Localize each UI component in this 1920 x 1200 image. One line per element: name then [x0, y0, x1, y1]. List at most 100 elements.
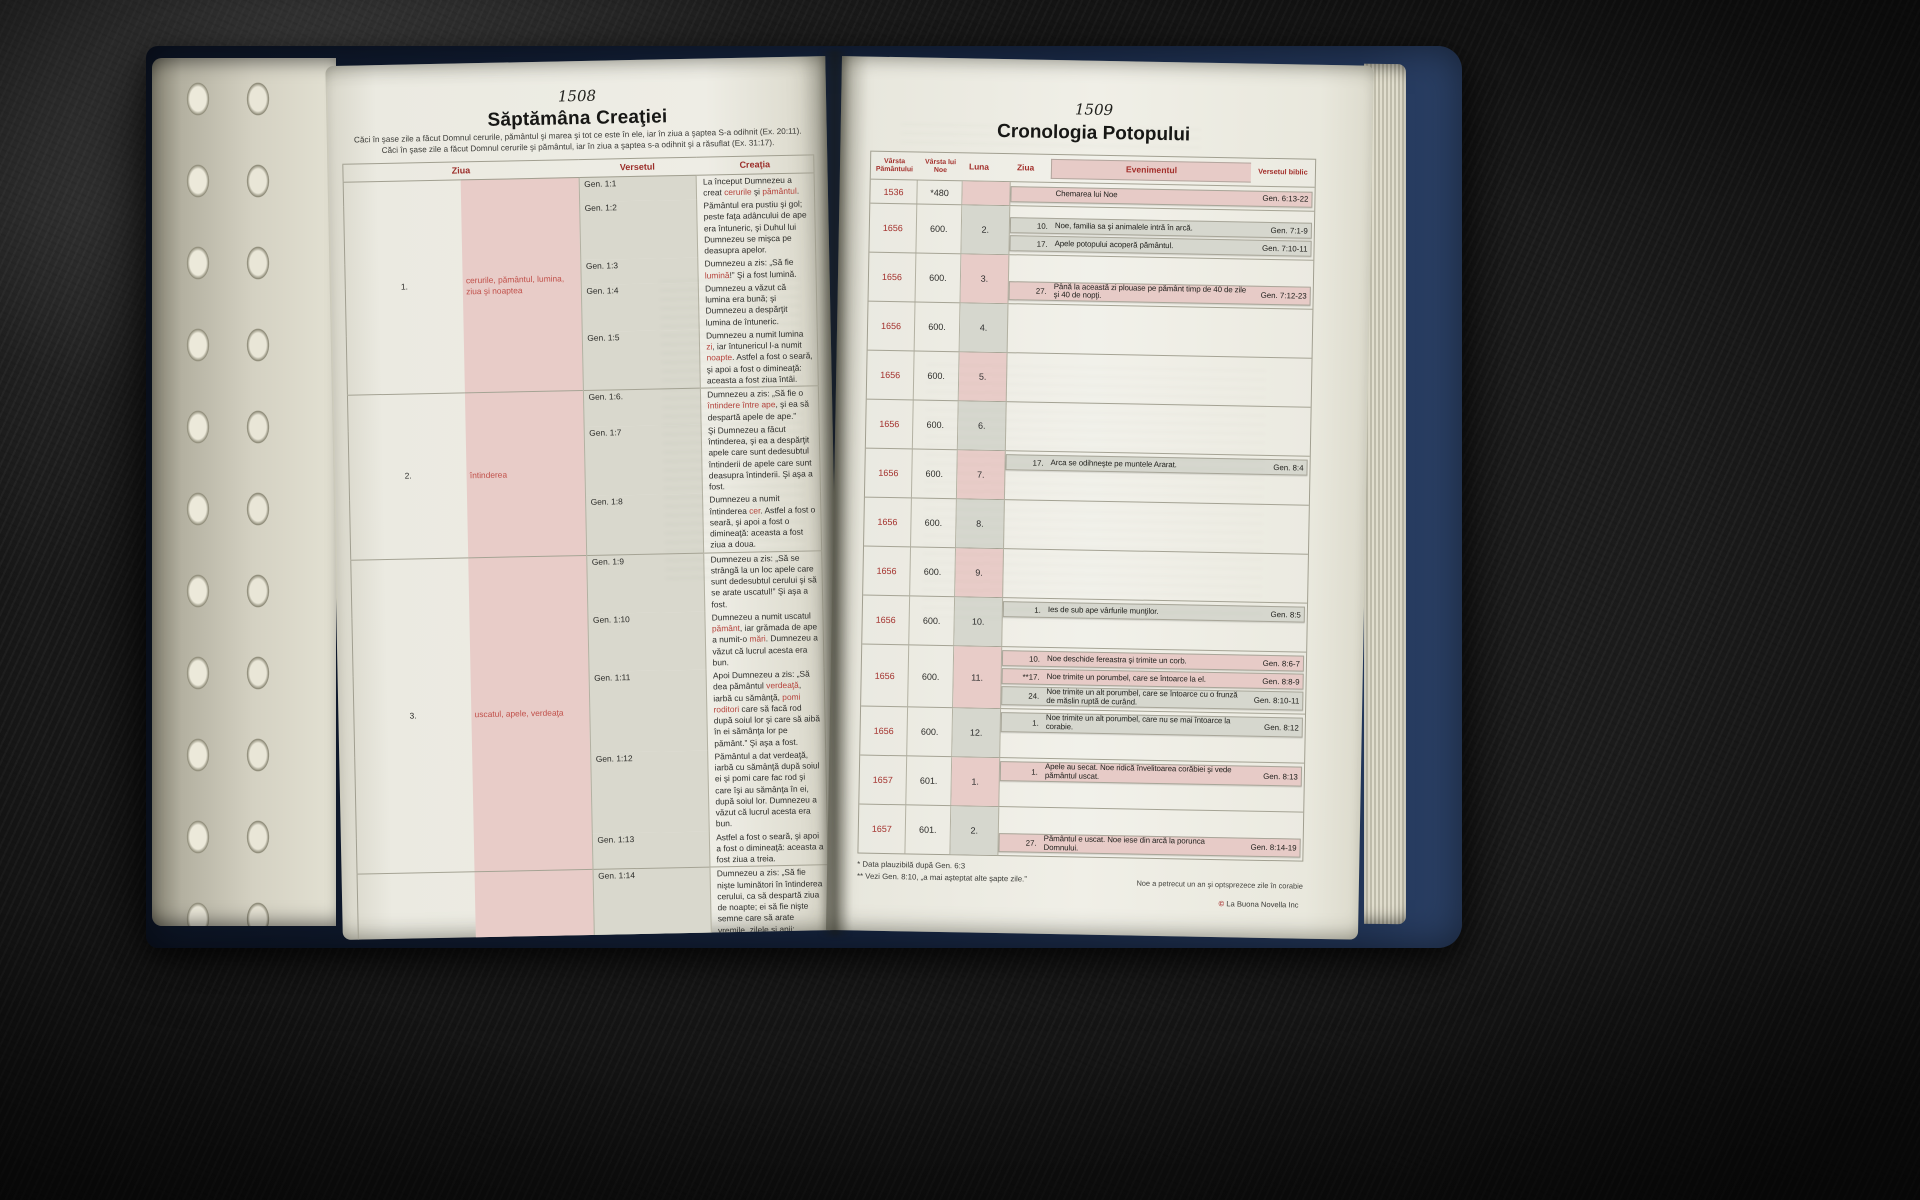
earth-age-cell: 1656: [868, 252, 917, 302]
noah-age-cell: 600.: [913, 351, 960, 401]
verse-text: Şi Dumnezeu a făcut întinderea, şi ea a …: [707, 423, 813, 492]
event-day: 1.: [1034, 605, 1041, 615]
day-label: soarele, luna, stelele: [474, 869, 600, 940]
verse-text: Apoi Dumnezeu a zis: „Să dea pământul ve…: [712, 668, 821, 749]
events-cell: [1004, 500, 1309, 554]
event-day: 27.: [1035, 286, 1047, 296]
highlighted-word: zi: [706, 341, 713, 352]
events-cell: 27. Pământul e uscat. Noe iese din arcă l…: [998, 807, 1303, 861]
noah-age-cell: 600.: [910, 547, 957, 597]
event-verse-ref: Gen. 7:10-11: [1261, 243, 1308, 254]
column-header-earth-age: Vârsta Pământului: [875, 157, 914, 173]
verse-text: Astfel a fost o seară, şi apoi a fost o …: [716, 830, 824, 865]
verse-ref: Gen. 1:4: [580, 282, 700, 332]
earth-age-cell: 1656: [864, 448, 913, 498]
flood-row: 1656 600. 10. 1. Ies de sub ape vârfurile mu…: [862, 594, 1308, 652]
flood-row: 1656 600. 2. 10. Noe, familia sa şi animalel…: [869, 202, 1315, 260]
ark-duration-note: Noe a petrecut un an şi optsprezece zile…: [1136, 878, 1303, 891]
noah-age-cell: 600.: [914, 302, 961, 352]
event-band: 17. Apele potopului acoperă pământul. Gen.…: [1009, 235, 1312, 257]
event-verse-ref: Gen. 8:6-7: [1262, 658, 1301, 669]
flood-row: 1657 601. 2. 27. Pământul e uscat. Noe iese …: [858, 803, 1304, 862]
event-day: 10.: [1036, 221, 1049, 231]
event-band: 27. Până la această zi plouase pe pământ …: [1008, 280, 1311, 306]
event-text: Pământul e uscat. Noe iese din arcă la p…: [1043, 833, 1205, 853]
events-cell: 10. Noe deschide fereastra şi trimite un …: [1001, 647, 1306, 714]
month-cell: [962, 181, 1011, 206]
noah-age-cell: 600.: [911, 449, 958, 499]
month-cell: 6.: [957, 401, 1007, 451]
event-verse-ref: Gen. 8:13: [1263, 771, 1298, 782]
event-verse-ref: Gen. 8:12: [1264, 722, 1299, 733]
noah-age-cell: 600.: [907, 707, 954, 757]
column-header-evenimentul: Evenimentul: [1050, 158, 1252, 183]
verse-text: Dumnezeu a numit lumina zi, iar întuneri…: [705, 328, 813, 386]
verse-ref: Gen. 1:2: [579, 199, 699, 261]
day-number: 4.: [357, 872, 482, 940]
month-cell: 2.: [950, 806, 1000, 856]
highlighted-word: pământ: [711, 623, 740, 634]
events-cell: [1003, 549, 1308, 603]
footnotes: * Data plauzibilă după Gen. 6:3 ** Vezi …: [857, 859, 1027, 885]
flood-row: 1656 600. 4.: [867, 300, 1313, 358]
event-day: 17.: [1032, 458, 1044, 468]
month-cell: 9.: [955, 548, 1005, 598]
page-edges-left-thumb-index: [152, 58, 336, 926]
verse-ref: Gen. 1:14: [592, 867, 712, 940]
event-day: **17.: [1022, 671, 1040, 682]
noah-age-cell: 600.: [915, 253, 962, 303]
verse-text: La început Dumnezeu a creat cerurile şi …: [696, 172, 815, 200]
creation-table-body: 1. cerurile, pământul, lumina, ziua şi no…: [343, 172, 843, 940]
earth-age-cell: 1656: [869, 203, 918, 253]
events-cell: [1006, 402, 1311, 456]
noah-age-cell: *480: [917, 180, 963, 205]
earth-age-cell: 1656: [867, 301, 916, 351]
day-number: 3.: [350, 557, 475, 875]
event-day: 10.: [1028, 654, 1041, 664]
noah-age-cell: 601.: [905, 805, 952, 855]
noah-age-cell: 600.: [908, 645, 955, 708]
column-header-versetul: Versetul: [578, 156, 697, 178]
verse-ref: Gen. 1:10: [587, 611, 707, 673]
earth-age-cell: 1656: [863, 546, 912, 596]
verse-ref: Gen. 1:5: [581, 329, 701, 391]
verse-ref: Gen. 1:9: [586, 552, 706, 614]
month-cell: 4.: [959, 303, 1009, 353]
verse-ref: Gen. 1:3: [580, 258, 699, 285]
verse-text: Dumnezeu a zis: „Să fie lumină!” Şi a fo…: [704, 257, 797, 281]
event-day: 24.: [1028, 691, 1040, 701]
event-text: Noe deschide fereastra şi trimite un cor…: [1046, 653, 1187, 666]
page-left-content: 1508 Săptămâna Creaţiei Căci în şase zil…: [325, 56, 843, 940]
events-cell: 27. Până la această zi plouase pe pământ …: [1008, 255, 1314, 309]
page-left: 1508 Săptămâna Creaţiei Căci în şase zil…: [325, 56, 843, 940]
open-book: 1508 Săptămâna Creaţiei Căci în şase zil…: [325, 50, 1374, 940]
event-band: 1. Noe trimite un alt porumbel, care nu s…: [1000, 712, 1303, 738]
event-text: Chemarea lui Noe: [1055, 189, 1118, 200]
event-verse-ref: Gen. 7:1-9: [1270, 225, 1308, 236]
flood-row: 1656 600. 11. 10. Noe deschide fereastra şi …: [861, 643, 1307, 715]
events-cell: 10. Noe, familia sa şi animalele intră în…: [1009, 206, 1314, 260]
event-verse-ref: Gen. 6:13-22: [1262, 193, 1309, 204]
column-header-noah-age: Vârsta lui Noe: [925, 158, 957, 174]
month-cell: 12.: [952, 708, 1002, 758]
highlighted-word: mări: [749, 633, 766, 645]
flood-row: 1657 601. 1. 1. Apele au secat. Noe ridică î…: [859, 754, 1305, 813]
event-text: Noe trimite un alt porumbel, care se înt…: [1046, 686, 1238, 707]
day-number: 1.: [343, 179, 466, 396]
month-cell: 3.: [960, 254, 1010, 304]
earth-age-cell: 1657: [858, 804, 907, 854]
flood-row: 1656 600. 6.: [865, 398, 1311, 456]
highlighted-word: lumină: [704, 269, 730, 281]
verse-text: Pământul a dat verdeaţă, iarbă cu sămânţ…: [714, 749, 820, 829]
day-label: uscatul, apele, verdeaţa: [468, 555, 593, 873]
event-band: 1. Ies de sub ape vârfurile munţilor. Gen.…: [1002, 601, 1305, 623]
event-verse-ref: Gen. 8:8-9: [1262, 676, 1300, 687]
footnote-double-asterisk: ** Vezi Gen. 8:10, „a mai aşteptat alte …: [856, 871, 1027, 884]
month-cell: 7.: [956, 450, 1006, 500]
events-cell: 1. Ies de sub ape vârfurile munţilor. Gen.…: [1002, 598, 1307, 652]
events-cell: [1008, 304, 1313, 358]
event-text: Noe trimite un alt porumbel, care nu se …: [1045, 713, 1231, 732]
event-band: 24. Noe trimite un alt porumbel, care se …: [1001, 686, 1304, 712]
creation-table: Ziua Versetul Creaţia 1. cerurile, pământ…: [342, 153, 843, 940]
earth-age-cell: 1656: [861, 644, 910, 707]
